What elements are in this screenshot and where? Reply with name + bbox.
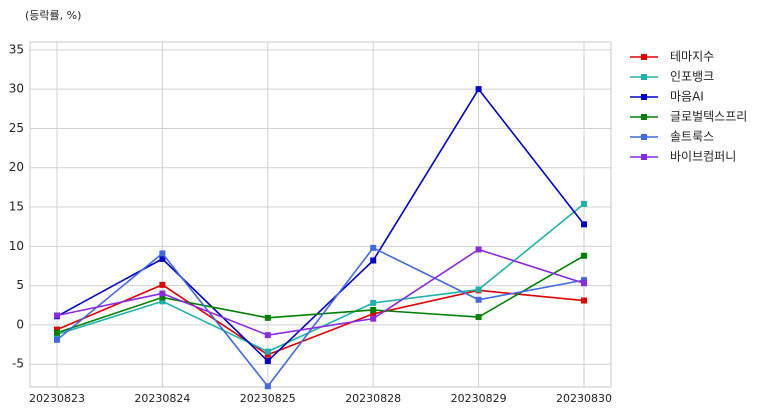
point bbox=[264, 314, 271, 321]
y-tick-label: 15 bbox=[9, 200, 24, 214]
series-line bbox=[56, 248, 585, 336]
point bbox=[475, 86, 482, 93]
point bbox=[581, 252, 587, 259]
y-tick-label: 20 bbox=[9, 160, 24, 174]
series-line bbox=[56, 283, 585, 356]
point bbox=[370, 315, 377, 322]
legend-label: 마음AI bbox=[670, 90, 704, 104]
x-tick-label: 20230828 bbox=[345, 392, 401, 405]
y-tick-label: 30 bbox=[9, 82, 24, 96]
legend-label: 바이브컴퍼니 bbox=[670, 150, 736, 164]
point bbox=[264, 348, 271, 355]
point bbox=[370, 306, 377, 313]
point bbox=[581, 297, 587, 304]
x-tick-label: 20230823 bbox=[29, 392, 85, 405]
y-tick-label: 0 bbox=[16, 317, 24, 331]
legend-label: 인포뱅크 bbox=[670, 70, 714, 84]
point bbox=[370, 299, 377, 306]
point bbox=[475, 296, 482, 303]
point bbox=[475, 246, 482, 253]
legend-marker bbox=[641, 54, 647, 60]
point bbox=[370, 244, 377, 251]
point bbox=[54, 336, 60, 343]
legend-marker bbox=[641, 74, 647, 80]
point bbox=[370, 310, 377, 317]
y-tick-label: 25 bbox=[9, 121, 24, 135]
x-tick-label: 20230825 bbox=[240, 392, 296, 405]
point bbox=[475, 286, 482, 293]
legend-label: 테마지수 bbox=[670, 50, 714, 64]
legend-label: 글로벌텍스프리 bbox=[670, 110, 747, 124]
point bbox=[159, 250, 166, 257]
point bbox=[159, 298, 166, 305]
legend-marker bbox=[641, 134, 647, 140]
legend-marker bbox=[641, 94, 647, 100]
point bbox=[581, 277, 587, 284]
point bbox=[581, 280, 587, 287]
y-tick-label: 10 bbox=[9, 239, 24, 253]
point bbox=[159, 294, 166, 301]
series-line bbox=[56, 87, 585, 363]
series-line bbox=[56, 203, 585, 353]
y-tick-label: -5 bbox=[12, 357, 24, 371]
point bbox=[475, 314, 482, 321]
y-tick-label: 5 bbox=[16, 278, 24, 292]
point bbox=[159, 255, 166, 262]
series-line bbox=[56, 246, 585, 388]
legend-marker bbox=[641, 114, 647, 120]
point bbox=[54, 329, 60, 336]
point bbox=[264, 358, 271, 365]
chart-title: (등락률, %) bbox=[25, 9, 81, 22]
point bbox=[54, 312, 60, 319]
point bbox=[264, 332, 271, 339]
point bbox=[264, 351, 271, 358]
point bbox=[264, 383, 271, 390]
point bbox=[159, 290, 166, 297]
y-tick-label: 35 bbox=[9, 42, 24, 56]
point bbox=[370, 257, 377, 264]
series-line bbox=[56, 255, 585, 334]
x-tick-label: 20230830 bbox=[556, 392, 612, 405]
point bbox=[581, 200, 587, 207]
point bbox=[159, 281, 166, 288]
x-tick-label: 20230829 bbox=[451, 392, 507, 405]
x-tick-label: 20230824 bbox=[134, 392, 190, 405]
plot-frame bbox=[29, 41, 612, 388]
legend-marker bbox=[641, 154, 647, 160]
point bbox=[581, 221, 587, 228]
legend-label: 솔트룩스 bbox=[670, 130, 714, 144]
point bbox=[54, 326, 60, 333]
